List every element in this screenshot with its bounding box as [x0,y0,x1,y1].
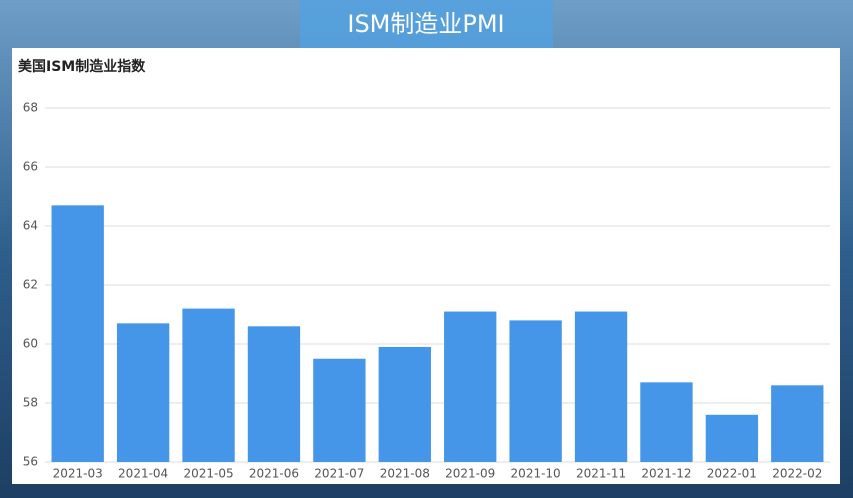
header-band [300,0,553,48]
x-tick-label: 2021-11 [576,467,626,481]
y-tick-label: 62 [23,278,38,292]
bar [313,358,366,462]
y-tick-label: 66 [23,160,38,174]
x-tick-label: 2021-10 [511,467,561,481]
x-tick-label: 2021-06 [249,467,299,481]
y-tick-label: 68 [23,101,38,115]
y-tick-label: 60 [23,337,38,351]
chart-subtitle: 美国ISM制造业指数 [18,58,146,75]
bar [771,385,824,462]
bar [705,414,759,462]
x-tick-label: 2022-01 [707,467,757,481]
bar [51,205,104,462]
bar [378,346,431,462]
x-tick-label: 2021-05 [183,467,233,481]
y-tick-label: 56 [23,455,38,469]
x-tick-label: 2021-08 [380,467,430,481]
header-title: ISM制造业PMI [347,10,504,38]
x-tick-label: 2022-02 [772,467,822,481]
bar [116,323,170,462]
x-tick-label: 2021-04 [118,467,168,481]
x-tick-label: 2021-12 [641,467,691,481]
bar [247,326,301,462]
bar [574,311,628,462]
bar [509,320,562,462]
bar [182,308,235,462]
x-tick-label: 2021-03 [53,467,103,481]
y-tick-label: 64 [23,219,38,233]
x-tick-label: 2021-09 [445,467,495,481]
x-tick-label: 2021-07 [314,467,364,481]
y-tick-label: 58 [23,396,38,410]
bar [444,311,497,462]
bar [640,382,693,462]
